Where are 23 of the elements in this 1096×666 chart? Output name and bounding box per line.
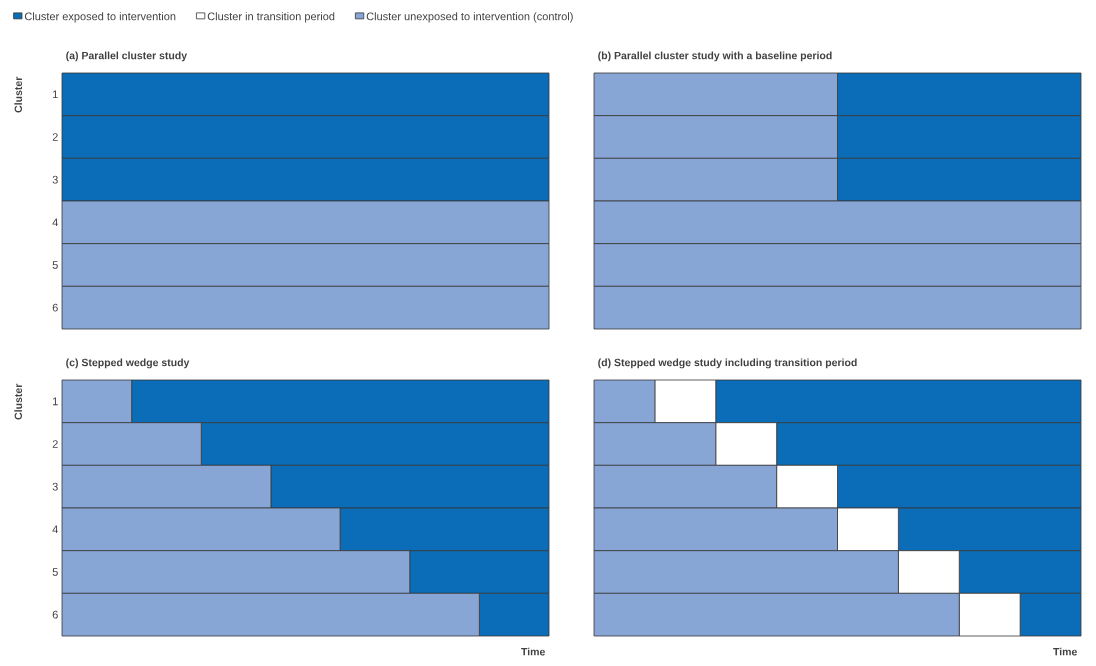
y-axis-title: Cluster: [14, 76, 23, 113]
y-axis-title: Cluster: [14, 383, 23, 420]
y-tick-label: 5: [52, 261, 58, 269]
y-tick-label: 4: [52, 525, 58, 534]
y-tick-label: 4: [52, 218, 58, 227]
y-tick-label: 6: [52, 610, 58, 619]
y-tick-label: 2: [52, 440, 58, 448]
y-tick-label: 5: [52, 568, 58, 576]
y-tick-label: 6: [52, 303, 58, 312]
legend-label: Cluster exposed to intervention: [24, 12, 176, 23]
x-axis-title: Time: [1053, 647, 1077, 656]
chart-title: (b) Parallel cluster study with a baseline period: [598, 51, 832, 62]
y-tick-label: 3: [52, 482, 58, 491]
y-tick-label: 2: [52, 133, 58, 141]
legend-label: Cluster unexposed to intervention (control): [366, 12, 573, 23]
x-axis-title: Time: [521, 647, 545, 656]
y-tick-label: 1: [53, 90, 58, 99]
legend-label: Cluster in transition period: [207, 12, 335, 23]
y-tick-label: 3: [52, 175, 58, 184]
chart-title: (c) Stepped wedge study: [66, 358, 190, 369]
chart-title: (a) Parallel cluster study: [66, 51, 188, 62]
chart-title: (d) Stepped wedge study including transition period: [598, 358, 857, 369]
y-tick-label: 1: [53, 397, 58, 406]
